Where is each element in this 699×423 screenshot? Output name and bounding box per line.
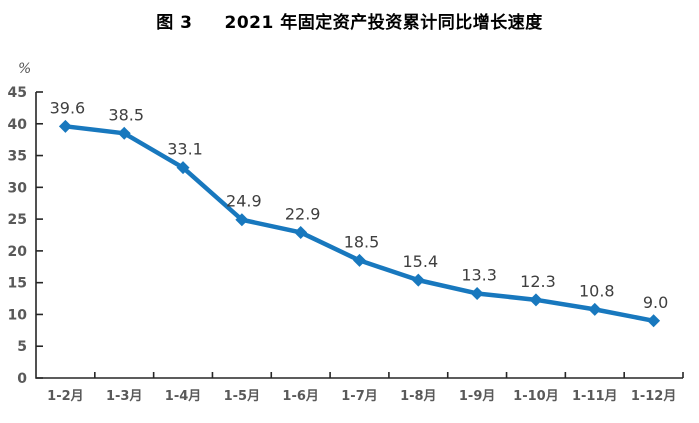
data-point-label: 12.3	[520, 272, 556, 291]
y-axis-tick-label: 5	[17, 339, 27, 355]
x-axis-tick-label: 1-5月	[224, 389, 261, 404]
data-point-marker	[470, 286, 484, 300]
data-point-label: 9.0	[643, 293, 668, 312]
data-point-marker	[235, 213, 249, 227]
figure-label: 图 3	[156, 13, 193, 33]
data-point-marker	[294, 225, 308, 239]
y-axis-tick-label: 35	[8, 149, 27, 165]
x-axis-tick-label: 1-8月	[400, 389, 437, 404]
data-point-marker	[58, 119, 72, 133]
x-axis-tick-label: 1-12月	[631, 389, 677, 404]
y-axis-unit-label: %	[18, 61, 31, 77]
data-point-marker	[588, 302, 602, 316]
data-point-marker	[411, 273, 425, 287]
x-axis-tick-label: 1-3月	[106, 389, 143, 404]
data-point-label: 33.1	[167, 140, 203, 159]
chart-title: 图 3 2021 年固定资产投资累计同比增长速度	[0, 8, 699, 33]
data-point-label: 24.9	[226, 192, 262, 211]
x-axis-tick-label: 1-4月	[165, 389, 202, 404]
data-point-marker	[117, 126, 131, 140]
data-point-label: 22.9	[285, 204, 321, 223]
data-line	[63, 124, 656, 324]
x-axis-tick-label: 1-9月	[459, 389, 496, 404]
data-point-label: 13.3	[461, 265, 497, 284]
data-point-marker	[529, 293, 543, 307]
data-point-label: 10.8	[579, 281, 615, 300]
y-axis-tick-label: 10	[8, 307, 28, 323]
y-axis-tick-label: 0	[17, 371, 27, 387]
chart-title-text: 2021 年固定资产投资累计同比增长速度	[224, 13, 543, 33]
x-axis-tick-label: 1-2月	[47, 389, 84, 404]
y-axis-tick-label: 45	[8, 85, 27, 101]
y-axis-tick-label: 30	[8, 180, 28, 196]
y-axis-tick-label: 40	[8, 117, 28, 133]
x-axis-tick-label: 1-11月	[572, 389, 618, 404]
y-axis-tick-label: 15	[8, 276, 27, 292]
y-axis-tick-label: 20	[8, 244, 28, 260]
data-point-label: 18.5	[344, 232, 380, 251]
x-axis-tick-label: 1-10月	[513, 389, 559, 404]
data-point-marker	[353, 253, 366, 267]
data-point-label: 15.4	[403, 252, 439, 271]
data-point-marker	[647, 314, 661, 328]
x-axis-tick-label: 1-6月	[282, 389, 319, 404]
y-axis-tick-label: 25	[8, 212, 27, 228]
data-point-label: 39.6	[50, 98, 86, 117]
x-axis-tick-label: 1-7月	[341, 389, 378, 404]
data-point-label: 38.5	[108, 105, 144, 124]
data-point-marker	[176, 161, 190, 175]
